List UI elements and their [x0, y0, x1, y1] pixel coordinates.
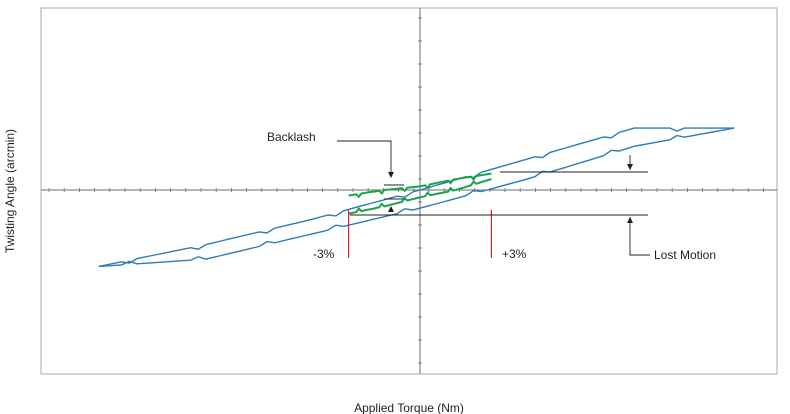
annotation-layer [337, 140, 650, 258]
backlash-arrow-up [388, 206, 394, 212]
axis-ticks [48, 17, 764, 364]
lost-motion-label: Lost Motion [654, 248, 716, 262]
lost-motion-arrow-down [627, 164, 633, 170]
series-outer-upper [98, 127, 735, 268]
series-layer [98, 127, 735, 268]
backlash-leader [337, 140, 392, 172]
lost-motion-arrow-up [627, 217, 633, 223]
minus-marker-label: -3% [313, 247, 335, 261]
series-outer-lower [98, 127, 735, 268]
plus-marker-label: +3% [502, 247, 527, 261]
backlash-label: Backlash [267, 130, 316, 144]
lost-motion-leader [629, 217, 650, 256]
backlash-arrow-down [388, 172, 394, 178]
y-axis-title: Twisting Angle (arcmin) [3, 129, 17, 253]
x-axis-title: Applied Torque (Nm) [354, 401, 464, 414]
series-inner-lower [348, 178, 492, 215]
plot-frame [40, 7, 778, 375]
series-inner-upper [348, 172, 492, 199]
